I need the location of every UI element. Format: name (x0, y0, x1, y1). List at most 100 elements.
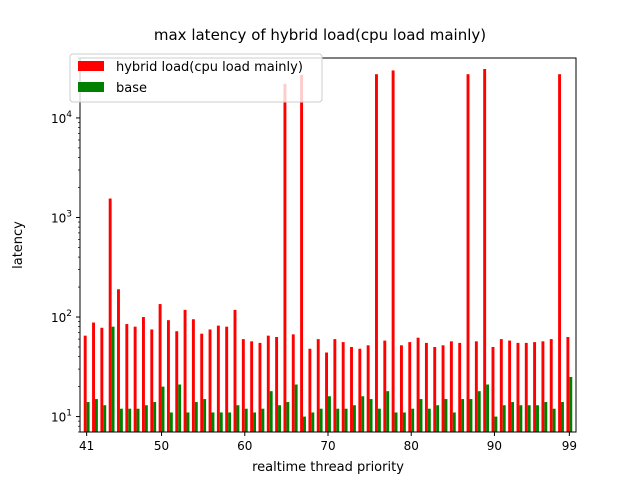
bar-base-41 (86, 402, 90, 432)
bar-hybrid-83 (433, 347, 437, 432)
legend-swatch-base (78, 82, 104, 92)
bar-base-72 (344, 408, 348, 432)
bar-base-68 (311, 412, 315, 432)
bar-hybrid-56 (208, 329, 212, 432)
bar-base-77 (386, 391, 390, 432)
bar-base-75 (369, 399, 373, 432)
bar-base-73 (352, 405, 356, 432)
bar-base-74 (361, 396, 365, 432)
x-tick-label-50: 50 (154, 439, 169, 453)
bar-base-76 (377, 408, 381, 432)
bar-hybrid-80 (408, 342, 412, 432)
bar-base-45 (119, 408, 123, 432)
bar-hybrid-51 (166, 320, 170, 432)
bar-base-82 (427, 408, 431, 432)
bar-hybrid-81 (416, 337, 420, 432)
bar-base-64 (278, 405, 281, 432)
y-tick-label-10: 101 (51, 409, 72, 425)
bar-hybrid-97 (549, 339, 553, 432)
bar-hybrid-57 (216, 325, 220, 432)
bar-hybrid-67 (300, 74, 304, 433)
bar-base-63 (269, 391, 273, 432)
bar-hybrid-49 (150, 329, 154, 432)
bar-base-55 (203, 399, 207, 432)
bar-base-71 (336, 408, 340, 432)
bar-base-85 (452, 412, 456, 432)
bar-base-47 (136, 408, 140, 432)
bar-hybrid-68 (308, 348, 312, 432)
bar-hybrid-86 (458, 342, 462, 432)
x-tick-label-90: 90 (487, 439, 502, 453)
legend-label-base: base (116, 81, 147, 96)
bar-base-90 (494, 416, 498, 432)
bar-base-49 (153, 402, 157, 432)
bar-base-95 (536, 405, 539, 432)
bar-base-54 (194, 402, 198, 432)
bar-hybrid-75 (366, 345, 370, 432)
bar-hybrid-44 (108, 198, 112, 432)
bar-hybrid-93 (516, 342, 520, 432)
chart-title: max latency of hybrid load(cpu load main… (154, 26, 486, 44)
bar-hybrid-70 (325, 352, 328, 432)
bar-base-69 (319, 408, 323, 432)
bar-hybrid-63 (266, 335, 270, 432)
bar-base-48 (144, 405, 148, 432)
legend: hybrid load(cpu load mainly) base (69, 53, 323, 103)
bar-base-61 (253, 412, 257, 432)
bar-hybrid-54 (191, 319, 195, 432)
bar-base-58 (228, 412, 232, 432)
bar-base-92 (511, 402, 514, 432)
bar-hybrid-88 (474, 341, 478, 432)
bar-hybrid-53 (183, 309, 187, 432)
bar-hybrid-59 (233, 309, 237, 432)
bars-layer (83, 69, 573, 433)
bar-hybrid-62 (258, 342, 262, 432)
bar-hybrid-69 (316, 339, 320, 432)
bar-hybrid-95 (533, 342, 537, 432)
bar-hybrid-46 (125, 324, 129, 432)
bar-hybrid-48 (142, 317, 145, 432)
bar-hybrid-90 (491, 347, 495, 432)
bar-hybrid-58 (225, 326, 229, 432)
bar-hybrid-50 (158, 304, 162, 432)
bar-base-50 (161, 386, 165, 432)
bar-hybrid-43 (100, 327, 104, 432)
bar-hybrid-73 (350, 347, 353, 432)
bar-hybrid-76 (375, 74, 378, 432)
y-axis: 101 102 103 104 (51, 57, 80, 433)
y-axis-title: latency (11, 221, 26, 269)
bar-base-87 (469, 399, 473, 432)
bar-base-96 (544, 402, 548, 432)
bar-base-65 (286, 402, 290, 432)
bar-hybrid-92 (508, 340, 512, 432)
bar-base-89 (486, 384, 490, 432)
bar-base-70 (328, 396, 331, 432)
bar-hybrid-66 (291, 334, 295, 432)
bar-hybrid-74 (358, 348, 362, 432)
bar-hybrid-79 (399, 345, 403, 432)
x-axis-title: realtime thread priority (252, 460, 404, 475)
bar-base-52 (178, 384, 182, 432)
y-tick-label-1000: 103 (51, 209, 72, 225)
legend-label-hybrid: hybrid load(cpu load mainly) (116, 60, 303, 75)
x-tick-label-80: 80 (404, 439, 419, 453)
bar-base-97 (552, 408, 556, 432)
legend-box (69, 53, 323, 103)
bar-base-59 (236, 405, 240, 432)
bar-base-86 (461, 399, 465, 432)
bar-base-88 (477, 391, 481, 432)
bar-hybrid-45 (117, 289, 120, 432)
bar-base-42 (94, 399, 98, 432)
bar-base-83 (436, 405, 440, 432)
bar-base-93 (519, 405, 523, 432)
y-tick-label-100: 102 (51, 309, 72, 325)
bar-base-53 (186, 412, 190, 432)
bar-hybrid-65 (283, 83, 287, 432)
bar-base-78 (394, 412, 398, 432)
bar-hybrid-89 (483, 69, 487, 433)
y-tick-label-10000: 104 (51, 110, 72, 126)
bar-hybrid-78 (391, 70, 395, 432)
bar-base-60 (244, 408, 248, 432)
x-tick-label-70: 70 (320, 439, 335, 453)
